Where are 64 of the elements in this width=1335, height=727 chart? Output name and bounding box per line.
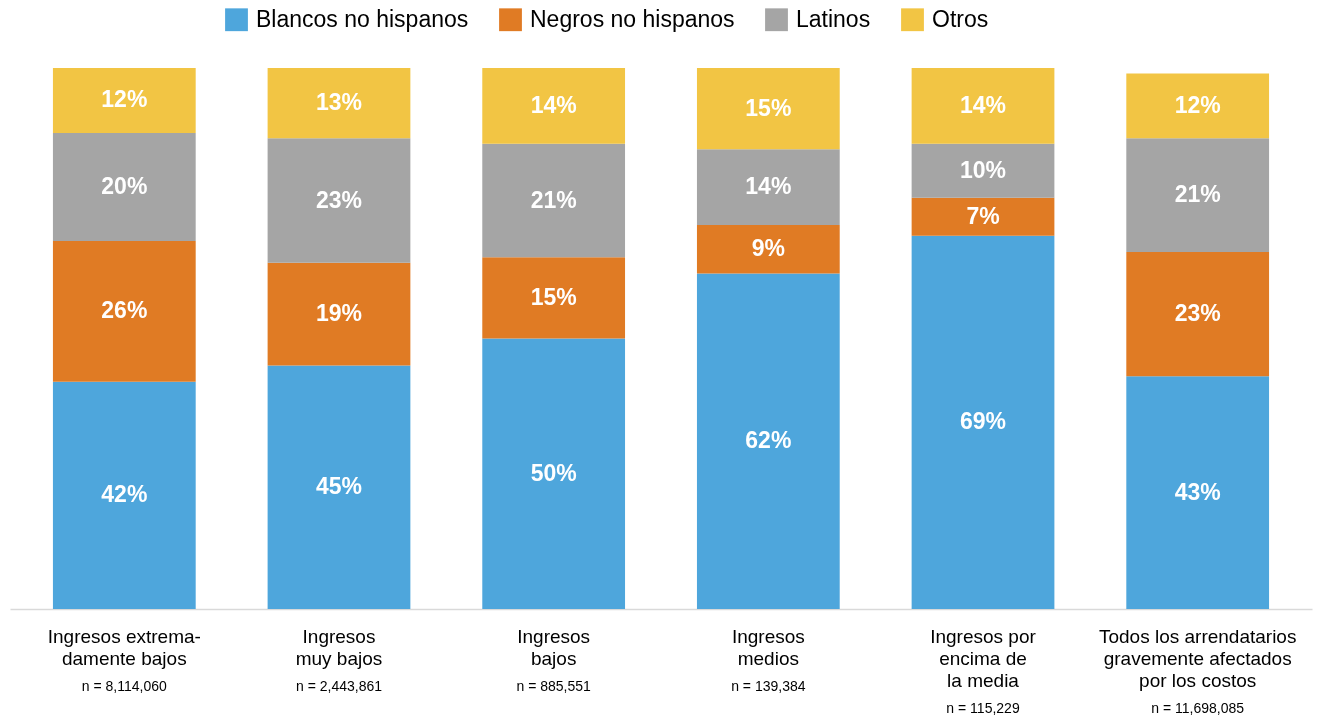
bar <box>911 235 1055 609</box>
data-label: 23% <box>315 186 363 213</box>
data-label: 9% <box>751 235 785 262</box>
data-label: 14% <box>745 173 792 200</box>
bar <box>696 224 840 274</box>
bar <box>52 381 196 609</box>
x-tick-label: Ingresos por encima de la media <box>930 625 1037 691</box>
data-label: 15% <box>745 94 792 121</box>
legend-label: Latinos <box>796 5 871 32</box>
bar <box>696 149 840 225</box>
legend-label: Otros <box>932 5 989 32</box>
text: n = 8,114,060 <box>81 678 168 694</box>
data-label: 20% <box>101 173 148 200</box>
data-label: 69% <box>959 408 1007 435</box>
x-tick-label: Todos los arrendatarios gravemente afectados por los costos <box>1098 625 1297 691</box>
bar <box>267 138 411 263</box>
data-label: 62% <box>745 427 792 454</box>
legend-label: Blancos no hispanos <box>256 5 469 32</box>
data-label: 26% <box>101 297 148 324</box>
data-label: 14% <box>959 91 1007 118</box>
data-label: 10% <box>959 156 1007 183</box>
text: n = 11,698,085 <box>1151 700 1245 716</box>
bar <box>267 68 411 139</box>
bar <box>267 262 411 366</box>
bar <box>482 257 626 339</box>
bar <box>1126 251 1270 377</box>
data-label: 15% <box>530 283 577 310</box>
legend-label: Negros no hispanos <box>530 5 735 32</box>
data-label: 7% <box>966 202 1000 229</box>
bar <box>911 68 1055 144</box>
text: n = 139,384 <box>731 678 806 694</box>
bar <box>482 338 626 609</box>
bar <box>1126 73 1270 139</box>
x-tick-label: Ingresos medios <box>731 625 805 669</box>
bar <box>696 273 840 609</box>
data-label: 43% <box>1174 478 1221 505</box>
x-tick-label: Ingresos extrema- damente bajos <box>47 625 201 669</box>
data-label: 21% <box>530 186 577 213</box>
bar <box>911 143 1055 198</box>
bar <box>696 68 840 150</box>
data-label: 23% <box>1174 300 1221 327</box>
text: n = 885,551 <box>516 678 592 694</box>
data-label: 45% <box>315 473 363 500</box>
data-label: 21% <box>1174 181 1221 208</box>
text: n = 2,443,861 <box>295 678 383 694</box>
data-label: 50% <box>530 459 577 486</box>
bar <box>1126 376 1270 609</box>
x-tick-label: Ingresos muy bajos <box>295 625 383 669</box>
bar <box>1126 138 1270 252</box>
bar <box>267 365 411 609</box>
data-label: 12% <box>1174 91 1221 118</box>
bar <box>482 143 626 258</box>
bar <box>52 68 196 133</box>
bar <box>52 132 196 242</box>
text: n = 115,229 <box>946 700 1020 716</box>
bar <box>52 241 196 382</box>
bar <box>911 197 1055 236</box>
data-label: 19% <box>315 300 363 327</box>
x-tick-label: Ingresos bajos <box>517 625 591 669</box>
data-label: 13% <box>315 89 363 116</box>
data-label: 42% <box>101 481 148 508</box>
data-label: 12% <box>101 86 148 113</box>
bar <box>482 68 626 144</box>
data-label: 14% <box>530 91 577 118</box>
